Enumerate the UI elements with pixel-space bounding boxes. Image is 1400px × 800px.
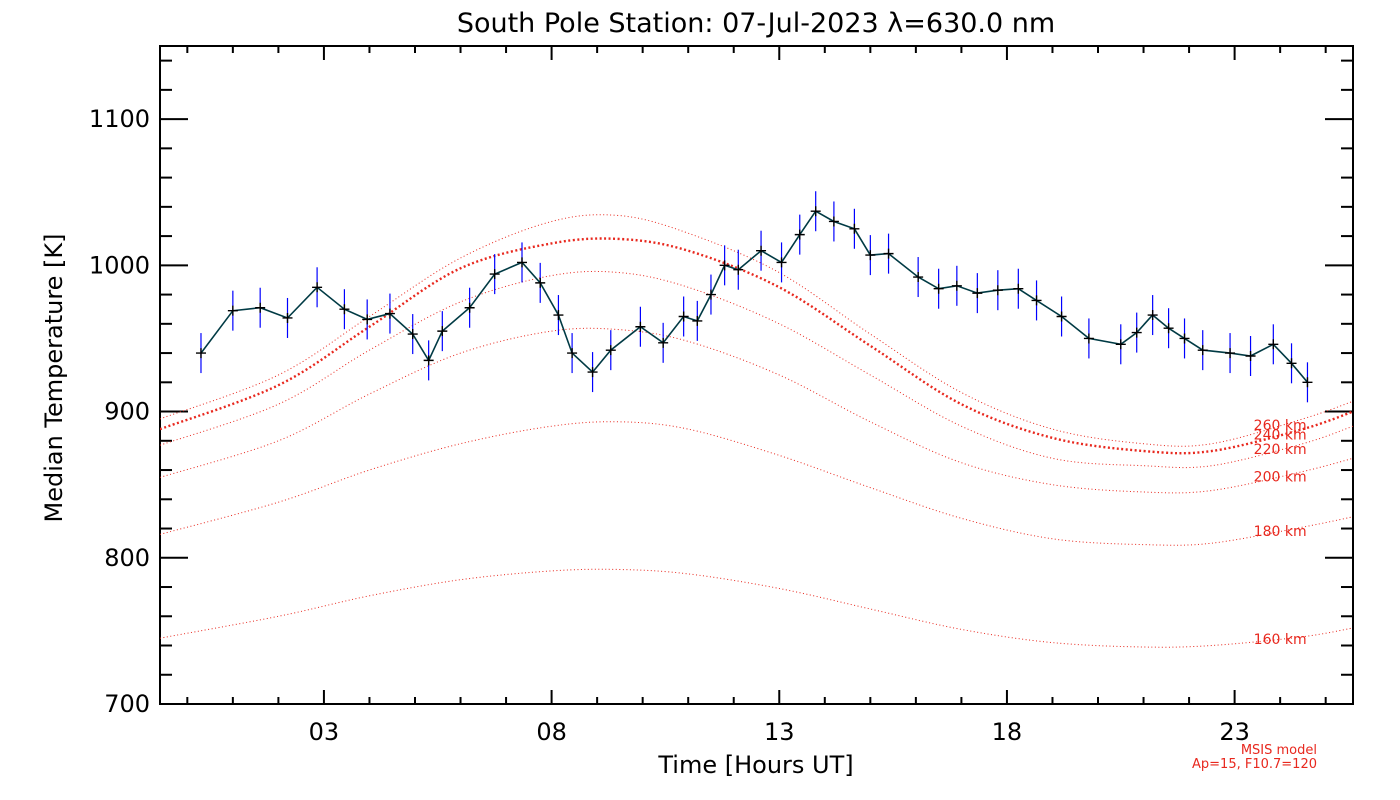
data-point xyxy=(195,348,206,359)
data-point xyxy=(516,257,527,268)
data-point xyxy=(407,329,418,340)
model-curve-180-km xyxy=(160,421,1353,546)
data-point xyxy=(635,321,646,332)
model-curve-label: 160 km xyxy=(1254,632,1307,648)
y-tick-label: 700 xyxy=(104,690,150,718)
y-tick-label: 800 xyxy=(104,544,150,572)
data-point xyxy=(658,337,669,348)
y-axis: 700 800 900 1000 1100 xyxy=(89,59,1353,718)
data-point xyxy=(1245,350,1256,361)
model-name: MSIS model xyxy=(1241,743,1317,758)
model-curve-260-km xyxy=(160,214,1353,447)
data-point xyxy=(1056,311,1067,322)
data-point xyxy=(883,248,894,259)
data-point xyxy=(865,250,876,261)
data-point xyxy=(972,288,983,299)
data-point xyxy=(282,312,293,323)
x-tick-label: 18 xyxy=(992,718,1023,746)
data-point xyxy=(933,283,944,294)
data-point xyxy=(1013,283,1024,294)
x-tick-label: 03 xyxy=(309,718,340,746)
data-point xyxy=(849,223,860,234)
plot-frame xyxy=(159,45,1354,705)
y-tick-label: 900 xyxy=(104,398,150,426)
data-point xyxy=(733,264,744,275)
model-curve-160-km xyxy=(160,568,1353,648)
data-point xyxy=(1179,333,1190,344)
data-point xyxy=(756,245,767,256)
model-curve-label: 180 km xyxy=(1254,524,1307,540)
model-curve-240-km xyxy=(160,237,1353,455)
data-point xyxy=(227,305,238,316)
x-tick-label: 08 xyxy=(536,718,567,746)
data-point xyxy=(1225,348,1236,359)
model-params: Ap=15, F10.7=120 xyxy=(1192,757,1317,772)
x-axis: 03 08 13 18 23 xyxy=(186,46,1327,746)
data-point xyxy=(312,282,323,293)
data-point xyxy=(339,304,350,315)
data-point xyxy=(362,314,373,325)
data-point xyxy=(913,272,924,283)
data-point xyxy=(437,326,448,337)
data-point xyxy=(1163,323,1174,334)
data-point xyxy=(810,206,821,217)
data-point xyxy=(951,280,962,291)
data-point xyxy=(553,310,564,321)
data-point xyxy=(1031,295,1042,306)
model-curve-label: 240 km xyxy=(1254,428,1307,444)
data-point xyxy=(678,311,689,322)
x-tick-label: 23 xyxy=(1219,718,1250,746)
y-tick-label: 1100 xyxy=(89,105,150,133)
model-curve-label: 220 km xyxy=(1254,442,1307,458)
model-curve-220-km xyxy=(160,270,1353,469)
data-point xyxy=(705,289,716,300)
model-curve-200-km xyxy=(160,327,1353,494)
data-point xyxy=(992,285,1003,296)
data-point xyxy=(1197,345,1208,356)
model-curves xyxy=(160,214,1353,648)
x-axis-label: Time [Hours UT] xyxy=(657,751,853,779)
data-point xyxy=(567,348,578,359)
error-bars xyxy=(200,191,1309,403)
data-point xyxy=(719,260,730,271)
x-tick-label: 13 xyxy=(764,718,795,746)
data-point xyxy=(776,257,787,268)
data-markers xyxy=(195,206,1313,388)
measurement-series-line xyxy=(200,210,1309,383)
chart-title: South Pole Station: 07-Jul-2023 λ=630.0 … xyxy=(457,8,1055,39)
data-point xyxy=(384,308,395,319)
data-point xyxy=(1115,339,1126,350)
data-point xyxy=(794,229,805,240)
model-curve-label: 260 km xyxy=(1254,418,1307,434)
data-point xyxy=(605,345,616,356)
data-point xyxy=(464,302,475,313)
data-point xyxy=(1131,327,1142,338)
y-tick-label: 1000 xyxy=(89,251,150,279)
data-point xyxy=(423,355,434,366)
data-point xyxy=(489,269,500,280)
data-point xyxy=(535,277,546,288)
data-point xyxy=(692,315,703,326)
data-point xyxy=(1083,333,1094,344)
data-point xyxy=(255,302,266,313)
data-point xyxy=(587,367,598,378)
data-point xyxy=(1268,339,1279,350)
data-point xyxy=(1147,310,1158,321)
data-point xyxy=(1286,358,1297,369)
data-point xyxy=(1302,377,1313,388)
data-point xyxy=(828,216,839,227)
model-curve-label: 200 km xyxy=(1254,469,1307,485)
y-axis-label: Median Temperature [K] xyxy=(40,233,68,522)
